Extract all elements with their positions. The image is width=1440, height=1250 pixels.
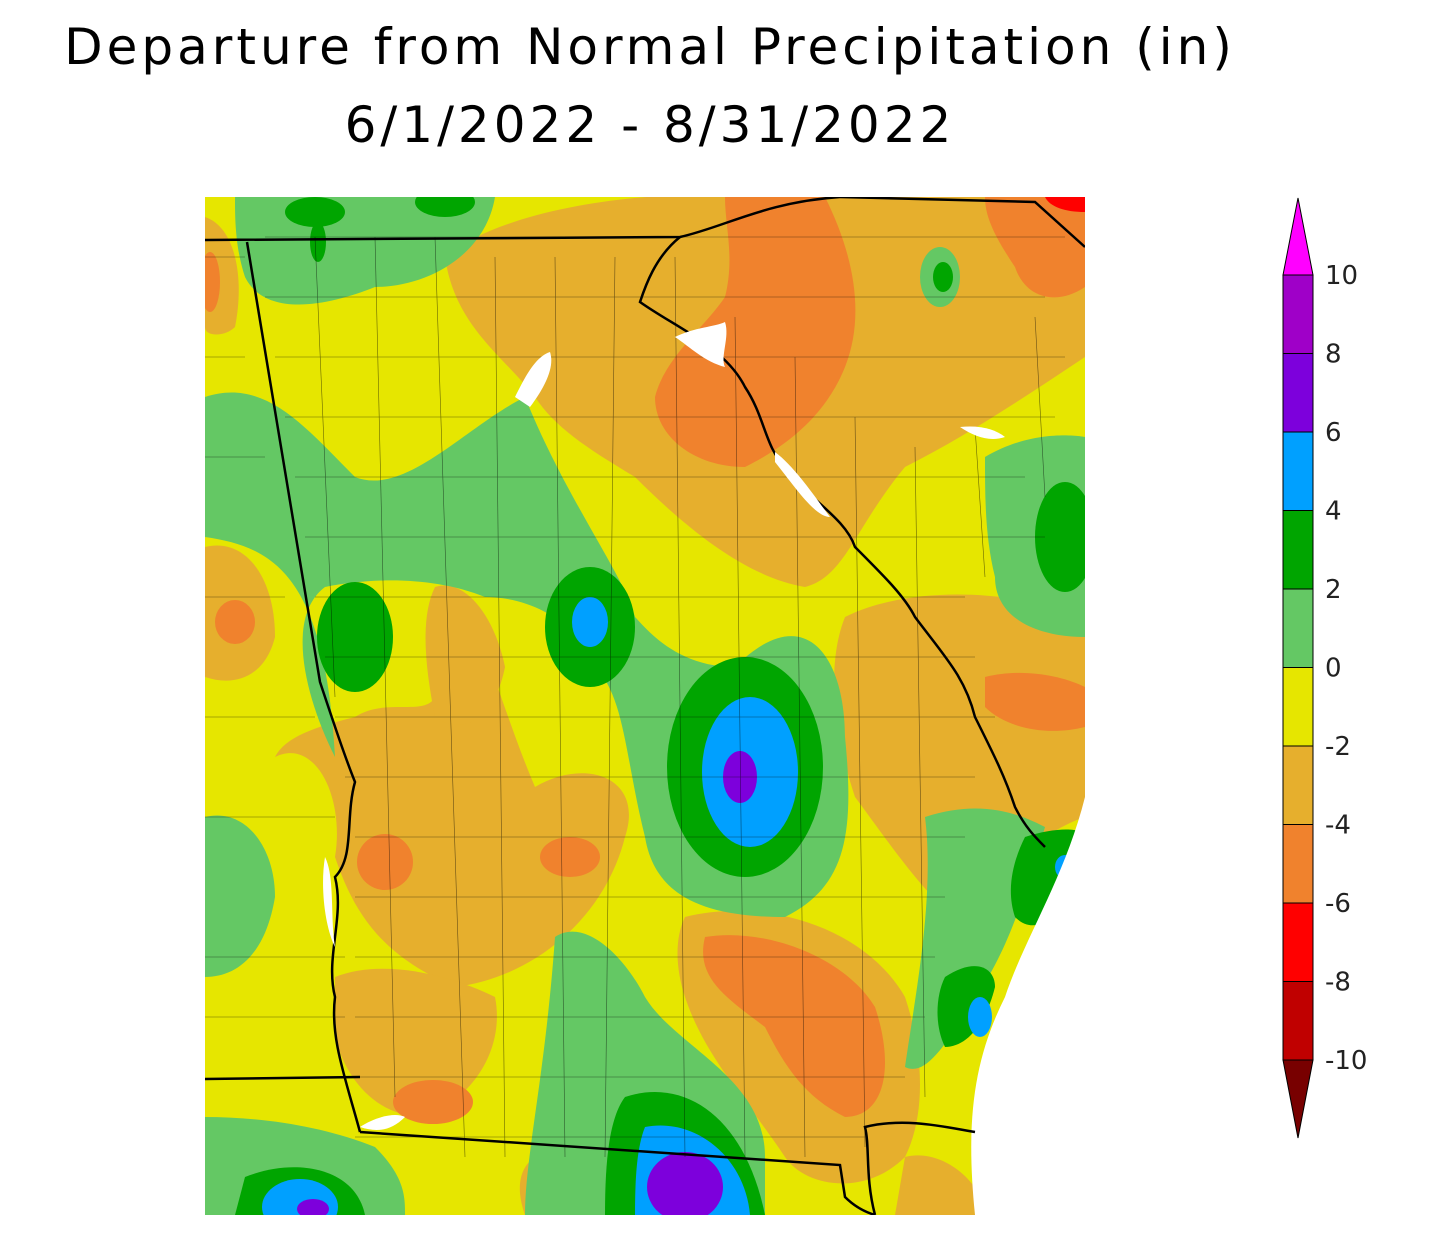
color-legend: 10 8 6 4 2 0 -2 -4 -6 -8 -10 xyxy=(1282,197,1367,1139)
legend-label: 0 xyxy=(1325,654,1342,684)
legend-label: -10 xyxy=(1325,1046,1367,1076)
legend-swatch-6-8 xyxy=(1282,353,1314,433)
state-borders xyxy=(205,197,1085,1215)
legend-label: -4 xyxy=(1325,811,1351,841)
legend-label: -8 xyxy=(1325,968,1351,998)
legend-swatch-2-4 xyxy=(1282,510,1314,590)
legend-swatch-below-m10 xyxy=(1282,1059,1314,1139)
deficit-6-8-area xyxy=(1045,197,1085,212)
legend-label: 8 xyxy=(1325,340,1342,370)
legend-label: 6 xyxy=(1325,418,1342,448)
legend-swatch-m2-0 xyxy=(1282,667,1314,747)
legend-swatch-m6-m4 xyxy=(1282,824,1314,904)
legend-swatch-0-2 xyxy=(1282,588,1314,668)
county-lines xyxy=(205,236,1065,1158)
deficit-4-6-areas xyxy=(205,197,1085,1124)
map-title: Departure from Normal Precipitation (in) xyxy=(64,18,1236,76)
precipitation-map xyxy=(205,197,1085,1215)
legend-swatch-8-10 xyxy=(1282,274,1314,354)
legend-swatch-above-10 xyxy=(1282,197,1314,276)
legend-label: 2 xyxy=(1325,575,1342,605)
lakes xyxy=(323,322,1005,1130)
legend-swatch-4-6 xyxy=(1282,431,1314,511)
map-date-range: 6/1/2022 - 8/31/2022 xyxy=(344,96,956,154)
atlantic-ocean xyxy=(971,797,1085,1215)
legend-swatch-m10-m8 xyxy=(1282,981,1314,1061)
legend-swatch-m4-m2 xyxy=(1282,745,1314,825)
legend-label: 10 xyxy=(1325,261,1358,291)
legend-swatch-m8-m6 xyxy=(1282,902,1314,982)
legend-label: -2 xyxy=(1325,732,1351,762)
legend-label: 4 xyxy=(1325,497,1342,527)
legend-label: -6 xyxy=(1325,889,1351,919)
